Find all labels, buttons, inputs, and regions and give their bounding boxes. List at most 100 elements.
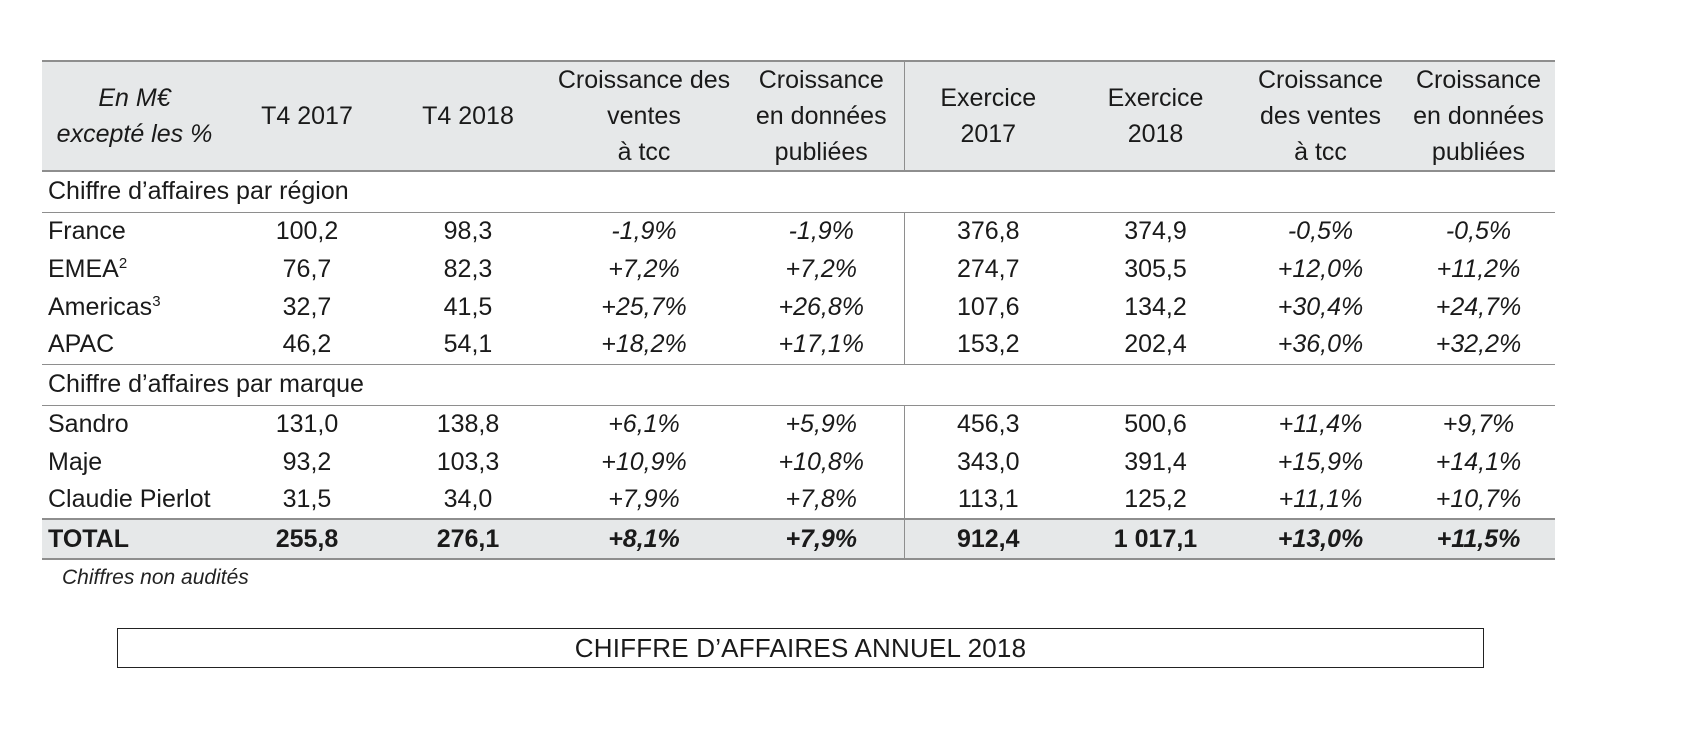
cell-fy-growth-cc: -0,5%	[1239, 211, 1402, 250]
section-title-brand: Chiffre d’affaires par marque	[42, 363, 1555, 405]
cell-growth-reported: +7,2%	[785, 254, 858, 283]
cell-growth-cc: +10,9%	[601, 447, 687, 476]
total-fy-growth-reported: +11,5%	[1402, 518, 1555, 560]
header-line: en données	[755, 102, 887, 130]
row-label: Maje	[48, 447, 103, 476]
cell-fy2017: 153,2	[903, 326, 1072, 364]
total-fy-growth-cc: +13,0%	[1239, 518, 1402, 560]
table-row: Maje 93,2 103,3 +10,9% +10,8% 343,0 391,…	[42, 443, 1555, 481]
cell-fy2018: 134,2	[1124, 292, 1187, 321]
header-line: Croissance des	[557, 66, 731, 94]
cell-fy-growth-reported: +9,7%	[1402, 404, 1555, 443]
banner-title: CHIFFRE D’AFFAIRES ANNUEL 2018	[574, 632, 1027, 663]
table-row: Sandro 131,0 138,8 +6,1% +5,9% 456,3 500…	[42, 404, 1555, 443]
header-line: Croissance	[758, 66, 884, 94]
header-line: Croissance	[1257, 66, 1384, 94]
header-line: à tcc	[1294, 138, 1347, 166]
cell-fy2017: 456,3	[903, 404, 1072, 443]
cell-fy-growth-cc: +12,0%	[1277, 254, 1364, 283]
cell-fy2018: 125,2	[1124, 485, 1187, 513]
row-label: APAC	[42, 326, 227, 364]
cell-fy2017: 107,6	[903, 288, 1072, 326]
header-line: à tcc	[617, 138, 671, 166]
cell-growth-reported: +5,9%	[739, 404, 904, 443]
total-fy2017: 912,4	[903, 518, 1072, 560]
header-line: publiées	[1431, 138, 1526, 166]
cell-fy-growth-reported: -0,5%	[1402, 211, 1555, 250]
footnote-unaudited: Chiffres non audités	[62, 566, 249, 589]
table-header-row: En M€ excepté les % T4 2017 T4 2018 Croi…	[42, 60, 1555, 172]
cell-t4-2018: 98,3	[387, 211, 549, 250]
cell-fy2018: 391,4	[1124, 447, 1187, 476]
row-label: Sandro	[42, 404, 227, 443]
cell-fy-growth-cc: +11,1%	[1278, 485, 1363, 513]
cell-fy2017: 343,0	[903, 443, 1072, 481]
cell-fy-growth-cc: +11,4%	[1239, 404, 1402, 443]
col-header-growth-cc: Croissance des ventes à tcc	[549, 60, 739, 172]
header-line: 2017	[960, 120, 1017, 148]
cell-fy2017: 113,1	[903, 481, 1072, 519]
row-label: France	[42, 211, 227, 250]
cell-fy-growth-reported: +10,7%	[1435, 485, 1522, 513]
cell-t4-2017: 46,2	[282, 330, 332, 359]
revenue-table: En M€ excepté les % T4 2017 T4 2018 Croi…	[42, 60, 1555, 560]
table-row: Americas3 32,7 41,5 +25,7% +26,8% 107,6 …	[42, 288, 1555, 326]
unit-line-1: En M€	[98, 84, 171, 112]
cell-t4-2018: 138,8	[387, 404, 549, 443]
cell-fy-growth-cc: +30,4%	[1277, 292, 1364, 321]
cell-t4-2018: 41,5	[443, 292, 493, 321]
cell-growth-reported: +10,8%	[778, 447, 865, 476]
row-label-text: France	[48, 216, 126, 245]
table-row: EMEA2 76,7 82,3 +7,2% +7,2% 274,7 305,5 …	[42, 250, 1555, 288]
total-growth-cc: +8,1%	[549, 518, 739, 560]
col-header-growth-reported: Croissance en données publiées	[739, 60, 904, 172]
col-header-t4-2018: T4 2018	[387, 60, 549, 172]
row-label: Americas3	[42, 288, 227, 326]
cell-fy2018: 374,9	[1072, 211, 1239, 250]
total-t4-2018: 276,1	[387, 518, 549, 560]
cell-growth-cc: +7,2%	[608, 254, 680, 283]
header-line: ventes	[607, 102, 681, 130]
cell-growth-cc: +18,2%	[601, 330, 687, 359]
footnote-marker: 2	[118, 254, 128, 272]
col-header-fy2017: Exercice 2017	[903, 60, 1072, 172]
cell-t4-2017: 100,2	[227, 211, 387, 250]
header-line: Exercice	[1107, 84, 1204, 112]
cell-fy-growth-cc: +15,9%	[1277, 447, 1364, 476]
cell-fy2018: 305,5	[1124, 254, 1187, 283]
cell-fy2018: 500,6	[1072, 404, 1239, 443]
table-row: France 100,2 98,3 -1,9% -1,9% 376,8 374,…	[42, 211, 1555, 250]
unit-line-2: excepté les %	[56, 120, 213, 148]
cell-t4-2017: 32,7	[282, 292, 332, 321]
cell-growth-reported: +26,8%	[778, 292, 865, 321]
col-header-fy-growth-cc: Croissance des ventes à tcc	[1239, 60, 1402, 172]
cell-growth-cc: +7,9%	[608, 485, 680, 513]
cell-t4-2017: 131,0	[227, 404, 387, 443]
header-line: en données	[1413, 102, 1544, 130]
header-line: des ventes	[1260, 102, 1381, 130]
cell-growth-cc: +25,7%	[601, 292, 687, 321]
cell-t4-2017: 93,2	[282, 447, 332, 476]
cell-growth-cc: -1,9%	[549, 211, 739, 250]
cell-growth-reported: -1,9%	[739, 211, 904, 250]
row-label: EMEA2	[42, 250, 227, 288]
col-header-t4-2017: T4 2017	[227, 60, 387, 172]
cell-growth-reported: +17,1%	[778, 330, 865, 359]
header-line: 2018	[1127, 120, 1184, 148]
row-label-text: Americas	[48, 292, 153, 321]
total-t4-2017: 255,8	[227, 518, 387, 560]
cell-fy-growth-reported: +24,7%	[1435, 292, 1522, 321]
section-row-region: Chiffre d’affaires par région	[42, 171, 1555, 212]
header-line: Croissance	[1415, 66, 1542, 94]
cell-fy-growth-cc: +36,0%	[1277, 330, 1364, 359]
row-label-text: APAC	[48, 330, 115, 359]
cell-fy2018: 202,4	[1124, 330, 1187, 359]
header-line: publiées	[774, 138, 868, 166]
cell-fy-growth-reported: +11,2%	[1436, 254, 1521, 283]
cell-t4-2017: 31,5	[282, 485, 332, 513]
col-header-fy2018: Exercice 2018	[1072, 60, 1239, 172]
row-label-text: EMEA	[48, 254, 119, 283]
cell-t4-2018: 34,0	[443, 485, 493, 513]
unit-header: En M€ excepté les %	[42, 60, 227, 172]
section-row-brand: Chiffre d’affaires par marque	[42, 363, 1555, 405]
